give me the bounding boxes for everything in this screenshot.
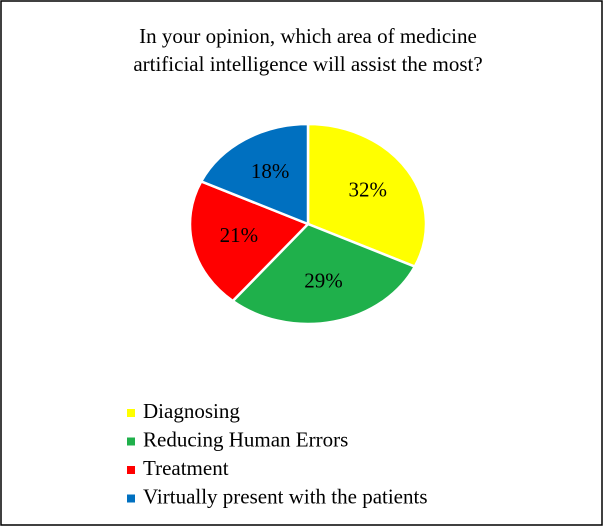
data-label: 21% [220, 223, 259, 247]
legend-label: Reducing Human Errors [143, 427, 348, 451]
pie-slice [306, 122, 428, 269]
legend-label: Virtually present with the patients [143, 484, 428, 508]
data-label: 18% [251, 159, 290, 183]
legend-label: Diagnosing [143, 399, 240, 423]
chart-title: artificial intelligence will assist the … [133, 52, 482, 76]
pie-slice [188, 179, 311, 303]
pie-slice [199, 122, 310, 226]
legend-label: Treatment [143, 456, 229, 480]
legend-swatch [127, 409, 135, 417]
pie-slice [230, 222, 417, 326]
chart-title: In your opinion, which area of medicine [139, 24, 477, 48]
data-label: 29% [304, 268, 343, 292]
legend-swatch [127, 494, 135, 503]
data-label: 32% [349, 178, 388, 202]
legend-swatch [127, 466, 135, 474]
legend-swatch [127, 437, 135, 446]
